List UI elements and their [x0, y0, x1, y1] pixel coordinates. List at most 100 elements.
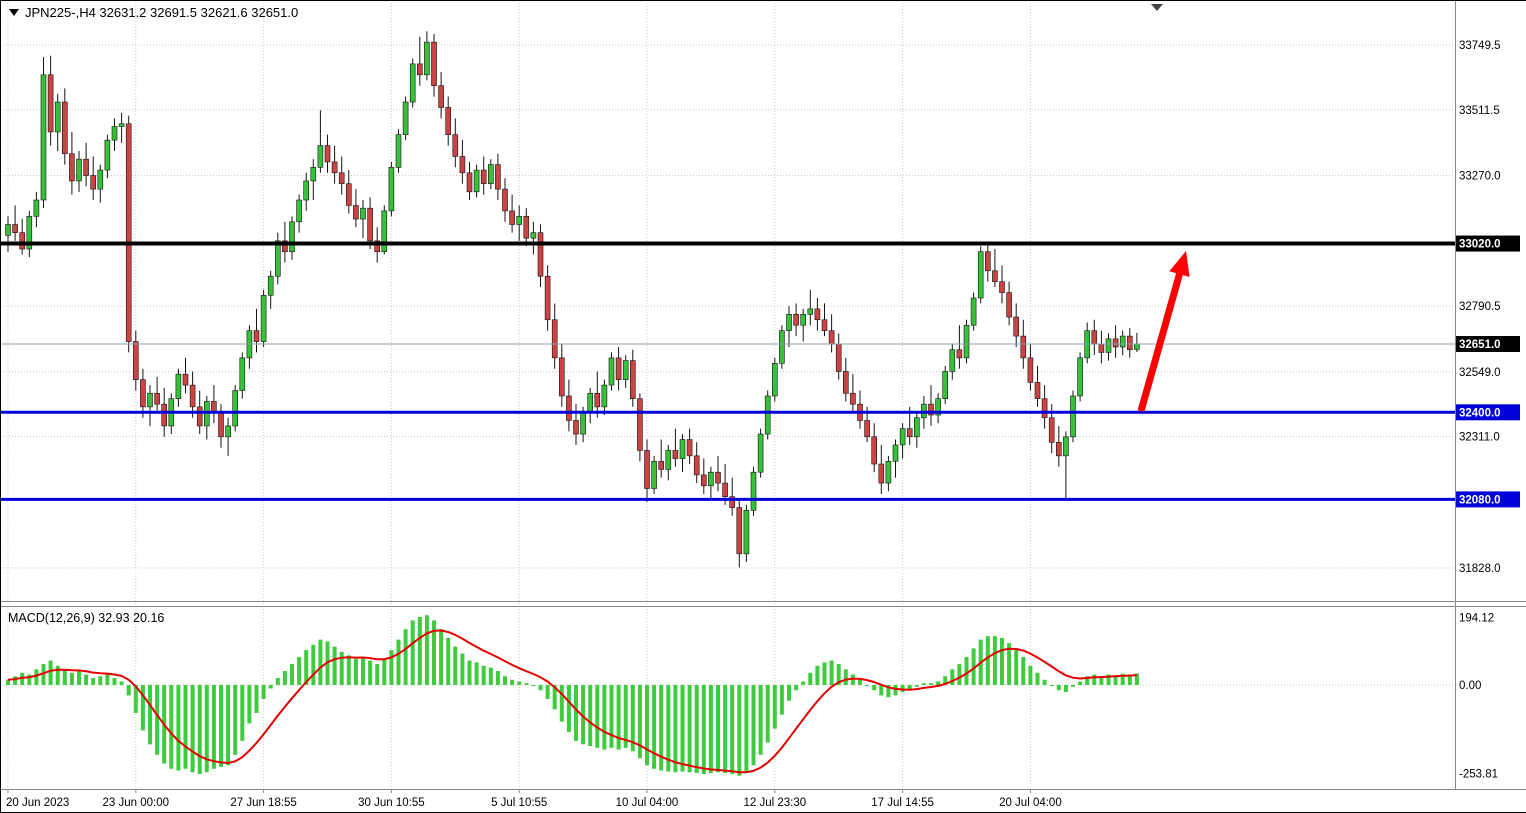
- chart-end-marker-icon[interactable]: [1151, 4, 1163, 11]
- price-level-tag-label: 32651.0: [1459, 339, 1501, 351]
- candle-body: [175, 373, 182, 399]
- trend-arrow-shaft[interactable]: [1137, 273, 1183, 412]
- macd-tick-label: -253.81: [1459, 769, 1498, 781]
- macd-bar: [510, 679, 515, 685]
- candle-body: [622, 360, 629, 380]
- candle-body: [544, 275, 551, 321]
- candle-body: [40, 74, 47, 201]
- macd-bar: [680, 685, 685, 772]
- macd-bar: [1085, 676, 1090, 685]
- candle-body: [551, 319, 558, 359]
- candle-body: [665, 450, 672, 470]
- candle-body: [1105, 338, 1112, 353]
- macd-bar: [453, 646, 458, 685]
- macd-bar: [1000, 637, 1004, 685]
- macd-bar: [630, 685, 635, 752]
- macd-bar: [616, 685, 621, 750]
- candle-body: [111, 126, 118, 141]
- macd-bar: [1063, 685, 1068, 692]
- macd-bar: [389, 650, 394, 685]
- macd-bar: [311, 644, 316, 685]
- candle-body: [140, 379, 146, 408]
- symbol-dropdown-icon[interactable]: [9, 9, 19, 16]
- macd-bar: [332, 646, 337, 685]
- horizontal-levels-layer[interactable]: [0, 241, 1455, 501]
- candle-body: [211, 401, 217, 413]
- macd-bar: [964, 657, 969, 685]
- macd-bar: [666, 685, 671, 772]
- time-tick-label: 12 Jul 23:30: [743, 797, 806, 809]
- candle-body: [47, 74, 54, 133]
- macd-tick-label: 194.12: [1459, 612, 1494, 624]
- candle-body: [317, 145, 324, 168]
- macd-bar: [1106, 674, 1111, 685]
- macd-bar: [488, 667, 493, 685]
- candle-body: [658, 460, 665, 470]
- candle-body: [19, 232, 26, 250]
- candle-body: [523, 216, 530, 239]
- candle-body: [26, 216, 33, 250]
- candle-body: [850, 392, 856, 405]
- candle-body: [999, 281, 1005, 293]
- trend-arrow[interactable]: [1137, 251, 1190, 412]
- candle-body: [821, 319, 828, 331]
- macd-bar: [779, 685, 784, 715]
- macd-bar: [439, 629, 444, 685]
- macd-bar: [1021, 657, 1026, 685]
- trend-arrow-head[interactable]: [1169, 251, 1190, 277]
- candle-body: [196, 406, 203, 427]
- price-tick-label: 32790.5: [1459, 301, 1501, 313]
- macd-bar: [91, 678, 96, 685]
- candle-body: [83, 158, 89, 176]
- macd-bar: [346, 655, 351, 685]
- candle-body: [885, 460, 892, 484]
- candle-body: [530, 232, 537, 239]
- macd-bar: [524, 683, 529, 685]
- candle-body: [814, 308, 821, 321]
- macd-bar: [708, 685, 713, 773]
- candle-body: [133, 341, 139, 380]
- candle-body: [764, 395, 771, 435]
- macd-bar: [609, 685, 614, 748]
- macd-bar: [133, 685, 138, 713]
- macd-bar: [432, 620, 436, 685]
- candle-body: [1119, 335, 1126, 348]
- macd-bar: [552, 685, 557, 710]
- macd-bar: [410, 620, 415, 685]
- candle-body: [416, 63, 423, 76]
- macd-bar: [1099, 676, 1104, 685]
- candle-body: [225, 425, 231, 438]
- candle-body: [828, 330, 835, 345]
- candle-body: [1006, 292, 1012, 318]
- macd-bar: [368, 660, 373, 685]
- candle-body: [459, 156, 466, 174]
- macd-bar: [879, 685, 884, 696]
- candle-body: [253, 330, 260, 342]
- axis-labels-layer[interactable]: 20 Jun 2023 23 Jun 00:00 27 Jun 18:55 30 Ju…: [6, 40, 1520, 809]
- candle-body: [942, 371, 949, 399]
- macd-bar: [417, 616, 422, 685]
- time-tick-label: 23 Jun 00:00: [103, 797, 170, 809]
- candle-body: [360, 207, 366, 220]
- candle-body: [338, 172, 345, 184]
- macd-bar: [190, 685, 195, 773]
- candle-body: [1098, 343, 1105, 353]
- macd-bar: [318, 639, 323, 685]
- macd-bar: [730, 685, 735, 774]
- candle-body: [672, 450, 679, 459]
- candle-body: [367, 207, 373, 242]
- candle-body: [502, 188, 508, 212]
- candle-body: [516, 216, 523, 225]
- macd-signal-line: [7, 629, 1137, 774]
- macd-bar: [815, 665, 820, 685]
- candle-body: [388, 167, 395, 212]
- macd-indicator-label: MACD(12,26,9) 32.93 20.16: [8, 611, 164, 625]
- time-tick-label: 27 Jun 18:55: [230, 797, 297, 809]
- macd-bar: [893, 685, 898, 696]
- candle-body: [54, 101, 61, 133]
- candle-body: [345, 183, 352, 206]
- candle-body: [61, 101, 68, 155]
- macd-bar: [211, 685, 216, 769]
- candle-body: [154, 392, 160, 405]
